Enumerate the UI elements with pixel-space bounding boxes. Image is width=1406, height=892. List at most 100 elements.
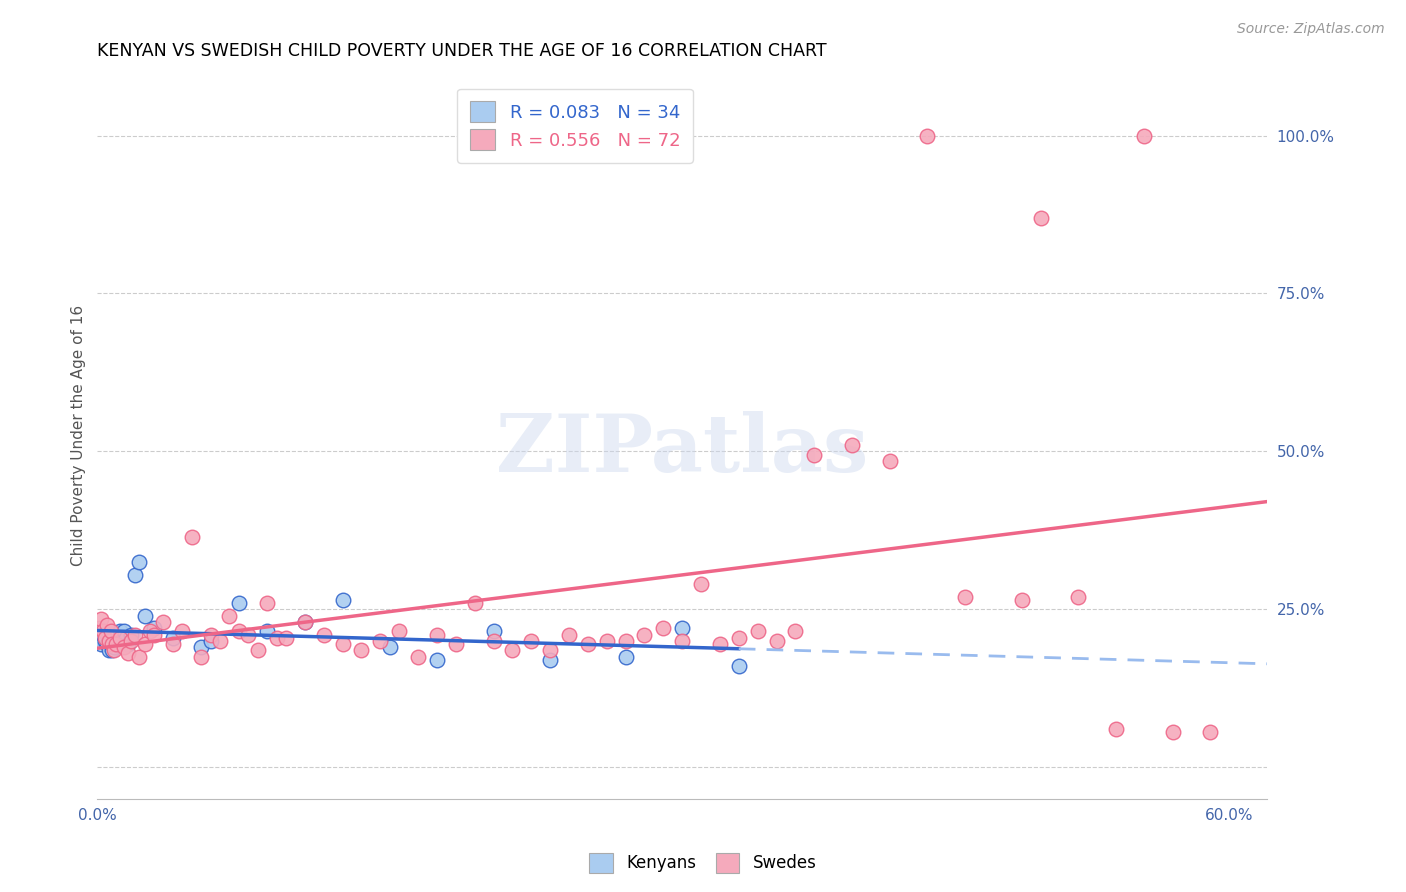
Point xyxy=(105,637,128,651)
Point xyxy=(671,621,693,635)
Point xyxy=(350,643,373,657)
Point xyxy=(89,633,111,648)
Point xyxy=(96,618,118,632)
Point xyxy=(94,633,117,648)
Point xyxy=(1133,128,1156,143)
Point xyxy=(785,624,807,639)
Point xyxy=(100,637,122,651)
Point xyxy=(103,643,125,657)
Point xyxy=(1199,725,1222,739)
Point xyxy=(709,637,731,651)
Point xyxy=(520,633,543,648)
Point xyxy=(1011,592,1033,607)
Point xyxy=(89,621,111,635)
Point xyxy=(134,608,156,623)
Point xyxy=(117,647,139,661)
Point xyxy=(370,633,392,648)
Point xyxy=(120,627,142,641)
Point xyxy=(124,567,146,582)
Point xyxy=(91,627,114,641)
Point xyxy=(172,624,194,639)
Point xyxy=(482,633,505,648)
Point xyxy=(256,596,278,610)
Point xyxy=(142,627,165,641)
Point xyxy=(162,631,184,645)
Point xyxy=(105,637,128,651)
Point xyxy=(294,615,316,629)
Point xyxy=(96,637,118,651)
Point xyxy=(378,640,401,655)
Point xyxy=(576,637,599,651)
Point xyxy=(332,592,354,607)
Point xyxy=(747,624,769,639)
Text: Source: ZipAtlas.com: Source: ZipAtlas.com xyxy=(1237,22,1385,37)
Point xyxy=(112,640,135,655)
Point xyxy=(671,633,693,648)
Point xyxy=(103,640,125,655)
Point xyxy=(107,633,129,648)
Point xyxy=(388,624,411,639)
Point xyxy=(200,627,222,641)
Point xyxy=(162,637,184,651)
Point xyxy=(294,615,316,629)
Point xyxy=(114,631,136,645)
Text: ZIPatlas: ZIPatlas xyxy=(496,411,869,489)
Point xyxy=(538,643,561,657)
Point xyxy=(274,631,297,645)
Point xyxy=(586,128,609,143)
Point xyxy=(841,438,863,452)
Point xyxy=(1105,723,1128,737)
Point xyxy=(152,615,174,629)
Point xyxy=(97,633,120,648)
Point xyxy=(238,627,260,641)
Point xyxy=(134,637,156,651)
Point xyxy=(256,624,278,639)
Point xyxy=(332,637,354,651)
Point xyxy=(108,624,131,639)
Point xyxy=(90,637,112,651)
Point xyxy=(538,653,561,667)
Point xyxy=(652,621,675,635)
Point xyxy=(727,631,749,645)
Point xyxy=(139,624,162,639)
Point xyxy=(406,649,429,664)
Point xyxy=(120,633,142,648)
Point xyxy=(190,640,212,655)
Point xyxy=(228,596,250,610)
Point xyxy=(218,608,240,623)
Point xyxy=(117,637,139,651)
Point xyxy=(266,631,288,645)
Point xyxy=(1029,211,1052,225)
Point xyxy=(482,624,505,639)
Point xyxy=(765,633,787,648)
Point xyxy=(94,631,117,645)
Point xyxy=(803,448,825,462)
Point xyxy=(190,649,212,664)
Point xyxy=(633,627,655,641)
Point xyxy=(142,621,165,635)
Point xyxy=(727,659,749,673)
Point xyxy=(97,643,120,657)
Point xyxy=(246,643,269,657)
Point xyxy=(90,612,112,626)
Point xyxy=(101,643,124,657)
Point xyxy=(501,643,523,657)
Point xyxy=(208,633,231,648)
Point xyxy=(1067,590,1090,604)
Point xyxy=(200,633,222,648)
Point xyxy=(444,637,467,651)
Point xyxy=(91,624,114,639)
Y-axis label: Child Poverty Under the Age of 16: Child Poverty Under the Age of 16 xyxy=(72,305,86,566)
Text: KENYAN VS SWEDISH CHILD POVERTY UNDER THE AGE OF 16 CORRELATION CHART: KENYAN VS SWEDISH CHILD POVERTY UNDER TH… xyxy=(97,42,827,60)
Point xyxy=(614,633,637,648)
Point xyxy=(101,637,124,651)
Point xyxy=(228,624,250,639)
Point xyxy=(112,624,135,639)
Point xyxy=(917,128,939,143)
Point xyxy=(614,649,637,664)
Point xyxy=(312,627,335,641)
Point xyxy=(128,555,150,569)
Point xyxy=(464,596,486,610)
Point xyxy=(558,627,581,641)
Point xyxy=(426,653,449,667)
